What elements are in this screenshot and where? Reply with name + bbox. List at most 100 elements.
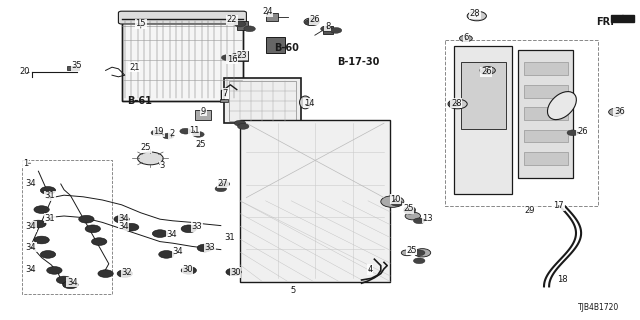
Text: 32: 32 [122,268,132,277]
Circle shape [231,53,243,59]
Text: 34: 34 [67,278,77,287]
Text: 13: 13 [422,214,433,223]
Circle shape [414,249,431,257]
Circle shape [197,244,212,252]
Circle shape [152,230,168,237]
Bar [524,152,568,165]
Circle shape [304,18,319,26]
Text: B-61: B-61 [127,96,152,106]
Text: B-17-30: B-17-30 [337,57,380,68]
Bar [237,51,248,61]
Text: 28: 28 [451,99,461,108]
Text: 18: 18 [557,275,567,284]
Text: 21: 21 [129,63,140,72]
Text: 2: 2 [169,129,174,138]
Circle shape [117,270,132,277]
Circle shape [226,268,241,276]
Text: 19: 19 [154,127,164,136]
Bar [524,130,568,142]
Text: 35: 35 [72,61,82,70]
Text: 25: 25 [141,143,151,152]
Circle shape [404,207,415,212]
Circle shape [244,26,255,32]
Text: 3: 3 [159,161,164,170]
Text: 17: 17 [554,201,564,210]
Circle shape [180,128,191,134]
Text: 16: 16 [227,55,237,64]
Circle shape [305,20,316,25]
Text: 22: 22 [227,15,237,24]
Circle shape [40,187,56,194]
Ellipse shape [300,96,311,109]
Circle shape [92,238,107,245]
Bar [67,66,79,70]
Text: FR.: FR. [596,17,614,27]
Text: 10: 10 [390,195,401,204]
Circle shape [381,196,404,207]
Circle shape [460,35,472,42]
Bar [122,19,243,101]
Circle shape [480,67,495,74]
Bar [445,40,598,206]
Text: 29: 29 [525,206,535,215]
Text: 33: 33 [205,243,215,252]
Text: TJB4B1720: TJB4B1720 [578,303,619,312]
Circle shape [405,212,420,220]
Circle shape [47,267,62,274]
Bar [461,62,506,129]
Bar [220,99,228,102]
Circle shape [609,108,624,116]
Circle shape [31,220,46,228]
Circle shape [413,250,425,256]
Ellipse shape [547,92,577,120]
Text: 25: 25 [195,140,205,149]
Text: 34: 34 [173,247,183,256]
Text: 34: 34 [118,222,129,231]
Text: 26: 26 [310,15,320,24]
Bar [323,26,333,34]
FancyBboxPatch shape [118,11,246,24]
Circle shape [215,186,227,192]
Circle shape [401,250,413,256]
Text: 23: 23 [237,51,247,60]
Text: 15: 15 [136,20,146,28]
Text: 36: 36 [614,107,625,116]
Text: 28: 28 [470,9,480,18]
Bar [266,13,278,21]
Circle shape [193,132,204,137]
Circle shape [218,181,230,187]
Text: 24: 24 [262,7,273,16]
Bar [195,110,211,120]
Polygon shape [611,15,634,22]
Text: 8: 8 [325,22,330,31]
Text: 9: 9 [201,107,206,116]
Circle shape [40,251,56,258]
Circle shape [56,276,72,284]
Circle shape [34,206,49,213]
Text: 11: 11 [189,126,199,135]
Bar [224,78,301,123]
Circle shape [221,55,233,60]
Text: B-60: B-60 [275,43,299,53]
Bar [524,107,568,120]
Text: 30: 30 [182,265,193,274]
Circle shape [63,281,78,289]
Bar [122,19,243,101]
Bar [524,62,568,75]
Circle shape [237,124,249,129]
Circle shape [321,26,332,32]
Text: 6: 6 [463,33,468,42]
Text: 34: 34 [166,230,177,239]
Circle shape [413,218,425,224]
Bar [524,85,568,98]
Bar [229,81,296,121]
Circle shape [138,152,163,165]
Circle shape [413,258,425,264]
Circle shape [308,18,319,24]
Bar [454,46,512,194]
Text: 14: 14 [304,99,314,108]
Circle shape [85,225,100,233]
Bar [266,37,285,53]
Text: 34: 34 [118,214,129,223]
Circle shape [34,236,49,244]
